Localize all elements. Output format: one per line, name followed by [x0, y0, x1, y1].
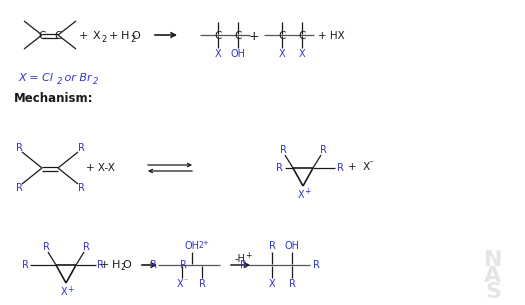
Text: R: R [78, 183, 85, 193]
Text: +: + [108, 31, 118, 41]
Text: +: + [245, 252, 251, 260]
Text: X: X [61, 287, 67, 297]
Text: R: R [16, 183, 23, 193]
Text: N: N [484, 250, 502, 270]
Text: H: H [112, 260, 120, 270]
Text: X: X [269, 279, 275, 289]
Text: OH: OH [285, 241, 299, 251]
Text: C: C [278, 31, 286, 41]
Text: ⁻: ⁻ [368, 159, 373, 169]
Text: X: X [299, 49, 306, 59]
Text: +: + [67, 285, 73, 293]
Text: R: R [198, 279, 205, 289]
Text: R: R [320, 145, 327, 155]
Text: R: R [82, 242, 89, 252]
Text: C: C [214, 31, 222, 41]
Text: R: R [150, 260, 156, 270]
Text: 2: 2 [57, 77, 62, 85]
Text: R: R [22, 260, 28, 270]
Text: A: A [485, 266, 501, 286]
Text: O: O [123, 260, 131, 270]
Text: 2: 2 [101, 34, 107, 44]
Text: 2: 2 [93, 77, 98, 85]
Text: X: X [177, 279, 183, 289]
Text: X = Cl: X = Cl [18, 73, 53, 83]
Text: +: + [202, 240, 208, 246]
Text: R: R [239, 260, 246, 270]
Text: OH: OH [184, 241, 200, 251]
Text: C: C [54, 31, 62, 41]
Text: -H: -H [235, 254, 246, 264]
Text: R: R [97, 260, 103, 270]
Text: R: R [180, 260, 186, 270]
Text: R: R [269, 241, 276, 251]
Text: R: R [16, 143, 23, 153]
Text: C: C [298, 31, 306, 41]
Text: OH: OH [230, 49, 246, 59]
Text: C: C [234, 31, 242, 41]
Text: +: + [304, 188, 310, 196]
Text: +: + [249, 30, 259, 42]
Text: Mechanism:: Mechanism: [14, 92, 93, 105]
Text: R: R [312, 260, 319, 270]
Text: 2: 2 [198, 242, 203, 250]
Text: + HX: + HX [318, 31, 345, 41]
Text: R: R [276, 163, 282, 173]
Text: 2: 2 [130, 34, 135, 44]
Text: +: + [99, 260, 109, 270]
Text: + X-X: + X-X [86, 163, 115, 173]
Text: X: X [215, 49, 222, 59]
Text: R: R [43, 242, 49, 252]
Text: 2: 2 [121, 264, 125, 272]
Text: R: R [337, 163, 343, 173]
Text: +  X: + X [348, 162, 370, 172]
Text: +: + [78, 31, 88, 41]
Text: R: R [279, 145, 287, 155]
Text: or Br: or Br [61, 73, 92, 83]
Text: R: R [289, 279, 296, 289]
Text: O: O [132, 31, 140, 41]
Text: R: R [78, 143, 85, 153]
Text: C: C [38, 31, 46, 41]
Text: H: H [121, 31, 129, 41]
Text: ⁻: ⁻ [184, 277, 188, 285]
Text: X: X [92, 31, 100, 41]
Text: X: X [279, 49, 285, 59]
Text: X: X [298, 190, 304, 200]
Text: S: S [485, 282, 501, 302]
